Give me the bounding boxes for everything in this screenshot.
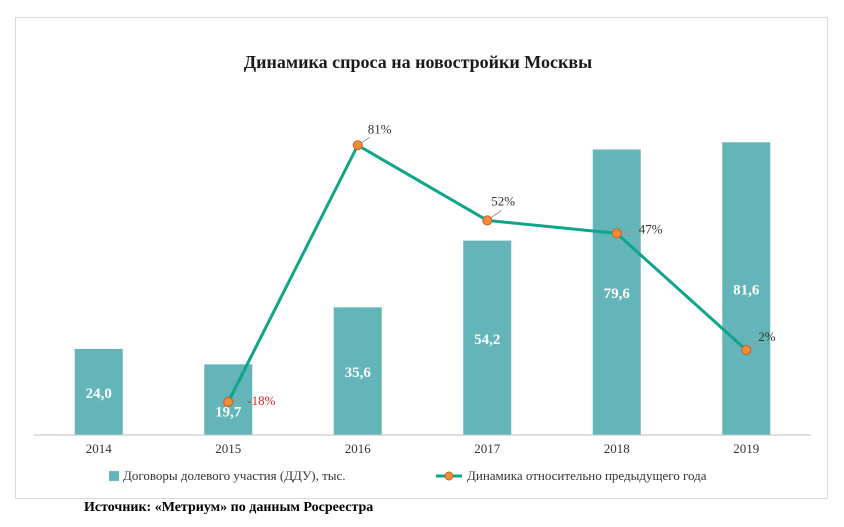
bar-label-2016: 35,6 (345, 365, 372, 381)
x-tick-2014: 2014 (86, 441, 113, 456)
bar-label-2015: 19,7 (215, 405, 242, 421)
chart-title: Динамика спроса на новостройки Москвы (244, 52, 592, 72)
chart-svg: Динамика спроса на новостройки Москвы 24… (34, 52, 811, 483)
pct-label-2019: 2% (758, 329, 776, 344)
chart-frame: Динамика спроса на новостройки Москвы 24… (15, 17, 828, 499)
bar-label-2019: 81,6 (733, 283, 760, 299)
pct-label-2017: 52% (491, 193, 515, 208)
x-tick-2015: 2015 (215, 441, 241, 456)
bar-label-2014: 24,0 (86, 386, 112, 402)
legend: Договоры долевого участия (ДДУ), тыс. Ди… (109, 468, 707, 483)
bar-2017 (463, 240, 512, 435)
x-tick-2016: 2016 (345, 441, 372, 456)
bar-2018 (592, 149, 641, 435)
growth-marker-2019 (741, 345, 752, 356)
x-tick-2018: 2018 (604, 441, 630, 456)
legend-bar-label: Договоры долевого участия (ДДУ), тыс. (123, 468, 346, 483)
pct-label-2018: 47% (639, 221, 663, 236)
growth-marker-2015 (223, 396, 234, 407)
bar-2019 (722, 142, 771, 435)
x-tick-2017: 2017 (474, 441, 501, 456)
growth-line-group: -18% 81% 52% 47% 2% (223, 121, 776, 408)
legend-bar-swatch (109, 471, 119, 481)
bar-2016 (333, 307, 382, 435)
source-note: Источник: «Метриум» по данным Росреестра (84, 500, 374, 515)
growth-marker-2016 (352, 140, 363, 151)
growth-marker-2017 (482, 215, 493, 226)
pct-label-2015: -18% (247, 393, 275, 408)
growth-marker-2018 (611, 228, 622, 239)
bar-label-2018: 79,6 (604, 286, 631, 302)
x-tick-labels: 2014 2015 2016 2017 2018 2019 (86, 441, 760, 456)
bars-group: 24,0 19,7 35,6 54,2 79,6 81,6 (74, 142, 771, 435)
bar-2014 (74, 348, 123, 435)
pct-label-2016: 81% (368, 121, 392, 136)
bar-label-2017: 54,2 (474, 332, 500, 348)
legend-line-label: Динамика относительно предыдущего года (467, 468, 707, 483)
x-tick-2019: 2019 (733, 441, 759, 456)
legend-line-marker (444, 471, 454, 481)
